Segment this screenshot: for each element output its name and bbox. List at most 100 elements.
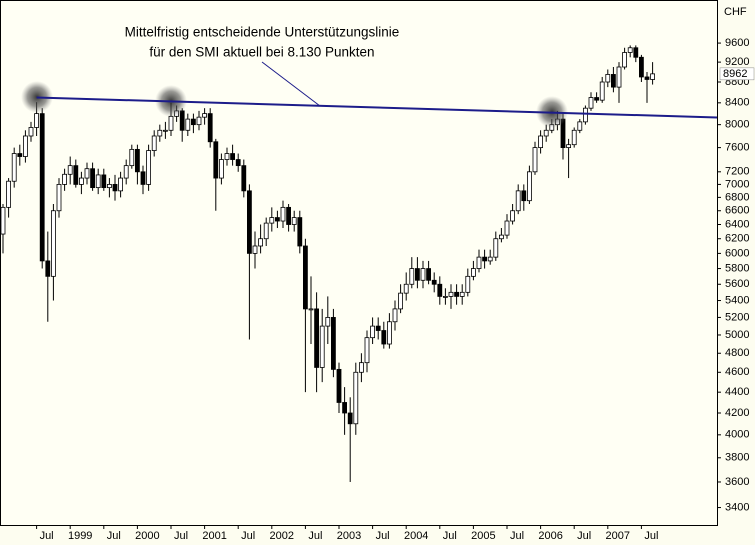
candle-body — [112, 184, 118, 192]
candle-body — [375, 325, 381, 331]
y-tick-label: 9600 — [725, 37, 749, 49]
candle-body — [498, 234, 504, 240]
candle-body — [336, 368, 342, 403]
candle-body — [90, 168, 95, 189]
y-unit: CHF — [724, 6, 747, 18]
x-tick-label: Jul — [241, 530, 255, 542]
candle-body — [599, 81, 605, 101]
candle-body — [470, 268, 476, 277]
candle-body — [0, 206, 6, 235]
candle-body — [246, 190, 252, 254]
last-price-label: 8962 — [723, 68, 747, 80]
candle-body — [79, 177, 84, 185]
candle-body — [476, 256, 482, 269]
x-tick-label: Jul — [577, 530, 591, 542]
candle-body — [107, 184, 112, 189]
candle-body — [56, 184, 62, 212]
candle-body — [414, 268, 420, 281]
y-tick-label: 4800 — [725, 347, 749, 359]
candle-body — [493, 238, 499, 258]
candle-body — [353, 371, 359, 425]
candle-body — [218, 159, 224, 179]
y-tick-label: 6800 — [725, 191, 749, 203]
candle-body — [280, 206, 286, 222]
candle-body — [515, 190, 521, 212]
x-tick-label: 2000 — [135, 530, 159, 542]
candle-body — [403, 283, 409, 294]
candle-body — [286, 206, 292, 225]
candle-body — [639, 56, 644, 78]
y-tick-label: 9200 — [725, 56, 749, 68]
candle-body — [577, 121, 583, 131]
y-tick-label: 5800 — [725, 262, 749, 274]
candle-body — [594, 97, 599, 101]
candle-body — [347, 412, 353, 425]
candle-body — [118, 177, 123, 192]
candle-body — [101, 174, 107, 189]
candle-body — [291, 217, 297, 225]
candle-body — [454, 291, 460, 297]
y-tick-label: 4200 — [725, 407, 749, 419]
candle-body — [437, 283, 443, 297]
candle-body — [627, 47, 633, 53]
candle-body — [34, 113, 39, 128]
y-tick-label: 3800 — [725, 452, 749, 464]
candle-body — [129, 148, 135, 167]
candle-body — [168, 115, 174, 131]
candle-body — [527, 171, 532, 202]
x-tick-label: Jul — [510, 530, 524, 542]
candle-body — [51, 210, 56, 277]
candle-body — [605, 74, 611, 83]
candle-body — [140, 171, 146, 185]
candle-body — [420, 268, 426, 281]
candle-body — [263, 222, 269, 240]
candle-body — [342, 402, 348, 414]
candle-body — [364, 337, 370, 364]
y-tick-label: 3400 — [725, 501, 749, 513]
x-tick-label: Jul — [644, 530, 658, 542]
y-tick-label: 5000 — [725, 329, 749, 341]
x-tick-label: Jul — [376, 530, 390, 542]
candle-body — [381, 330, 387, 345]
y-tick-label: 4400 — [725, 386, 749, 398]
candle-body — [185, 118, 191, 131]
candle-body — [386, 321, 392, 345]
annotation-line: für den SMI aktuell bei 8.130 Punkten — [149, 45, 374, 60]
candle-body — [269, 217, 275, 224]
x-tick-label: Jul — [174, 530, 188, 542]
y-tick-label: 8400 — [725, 97, 749, 109]
candle-body — [297, 217, 303, 247]
candle-body — [123, 165, 129, 179]
y-tick-label: 6400 — [725, 218, 749, 230]
candle-body — [252, 245, 258, 254]
y-tick-label: 3600 — [725, 476, 749, 488]
candle-body — [583, 107, 588, 123]
y-tick-label: 5200 — [725, 311, 749, 323]
candle-body — [504, 220, 510, 236]
candle-body — [22, 135, 28, 157]
candle-body — [179, 110, 185, 131]
y-tick-label: 5600 — [725, 278, 749, 290]
plot-area — [0, 0, 718, 526]
candle-body — [162, 129, 168, 132]
candle-body — [650, 73, 655, 80]
candle-body — [487, 256, 493, 262]
candle-body — [465, 275, 471, 293]
candle-body — [11, 153, 17, 182]
candle-body — [28, 127, 34, 137]
x-tick-label: Jul — [107, 530, 121, 542]
x-tick-label: Jul — [40, 530, 54, 542]
candle-body — [151, 135, 157, 151]
candle-body — [588, 97, 594, 109]
x-tick-label: 2001 — [202, 530, 226, 542]
candle-body — [482, 256, 488, 262]
candle-body — [196, 116, 202, 126]
annotation-pointer — [261, 61, 321, 107]
candle-body — [510, 210, 516, 222]
candle-body — [325, 317, 331, 327]
candle-body — [616, 66, 622, 88]
candle-body — [67, 165, 73, 175]
candle-body — [39, 113, 45, 262]
x-tick-label: 1999 — [68, 530, 92, 542]
candle-body — [157, 129, 163, 137]
